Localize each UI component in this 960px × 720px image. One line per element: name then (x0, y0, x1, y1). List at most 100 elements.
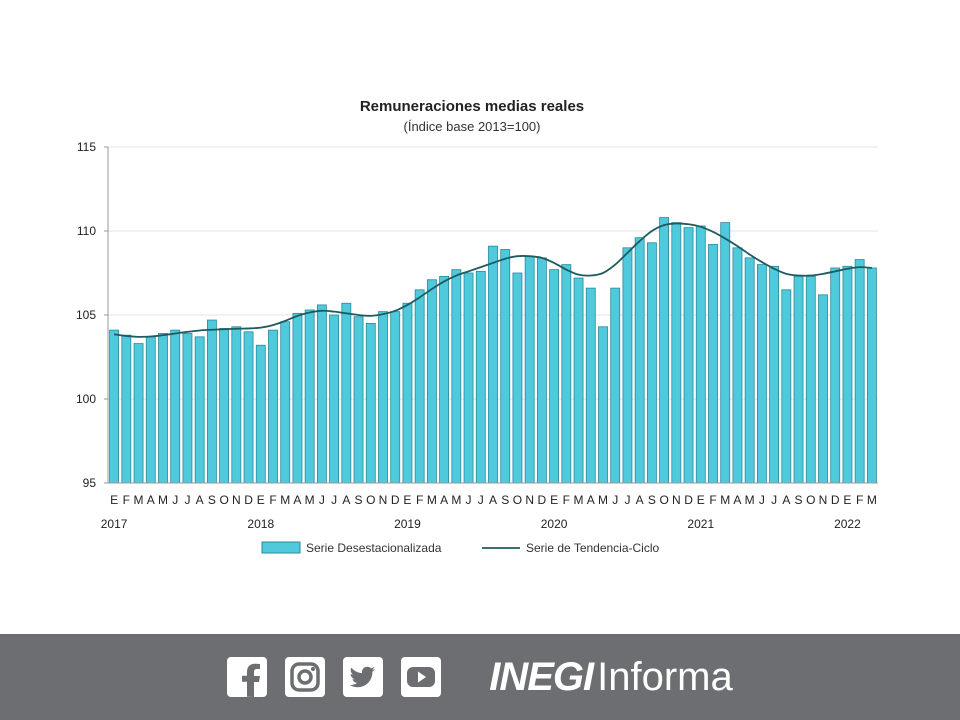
x-tick-label: N (672, 493, 681, 507)
instagram-icon[interactable] (285, 657, 326, 697)
bar (598, 326, 608, 484)
x-tick-label: M (134, 493, 144, 507)
x-tick-label: E (403, 493, 411, 507)
bar (622, 247, 633, 484)
bar (512, 272, 523, 484)
bar (158, 333, 168, 484)
bar (708, 244, 718, 484)
bar (231, 326, 242, 484)
x-tick-label: A (489, 493, 497, 507)
x-tick-label: A (147, 493, 155, 507)
bar (634, 237, 645, 484)
x-tick-label: A (733, 493, 741, 507)
footer-bar: INEGI Informa (0, 634, 960, 720)
x-tick-label: S (795, 493, 803, 507)
chart-subtitle: (Índice base 2013=100) (404, 119, 541, 134)
bar (304, 309, 315, 484)
year-label: 2020 (541, 517, 568, 531)
year-label: 2018 (247, 517, 274, 531)
bar (194, 336, 205, 484)
x-tick-label: A (782, 493, 790, 507)
x-tick-label: J (759, 493, 765, 507)
x-tick-label: F (123, 493, 130, 507)
bar-layer (109, 217, 877, 484)
bar (219, 328, 230, 484)
bar (830, 267, 841, 484)
x-tick-label: S (208, 493, 216, 507)
trend-line (113, 222, 872, 338)
x-tick-label: N (232, 493, 241, 507)
bar (182, 333, 193, 484)
legend-label-bars: Serie Desestacionalizada (306, 541, 442, 555)
bar (646, 242, 657, 484)
bar (268, 329, 278, 484)
inegi-informa-logo: INEGI Informa (489, 655, 733, 700)
x-tick-label: J (771, 493, 777, 507)
youtube-icon[interactable] (401, 657, 442, 697)
x-tick-label: M (598, 493, 608, 507)
bar (805, 275, 816, 484)
bar (720, 222, 731, 484)
bar (243, 331, 254, 484)
bar (854, 259, 865, 484)
chart-title: Remuneraciones medias reales (360, 98, 584, 115)
x-tick-label: D (244, 493, 253, 507)
bar (365, 322, 376, 484)
x-tick-label: J (172, 493, 178, 507)
bar (695, 225, 706, 484)
bar (781, 289, 792, 484)
bar (769, 265, 780, 484)
x-tick-label: O (806, 493, 815, 507)
bar (255, 344, 266, 484)
bar (206, 319, 217, 484)
bar (133, 343, 144, 484)
x-tick-label: M (867, 493, 877, 507)
legend-bar-swatch (261, 541, 301, 554)
y-tick-label: 110 (77, 224, 96, 238)
bar (353, 316, 364, 484)
bar (793, 275, 804, 484)
chart-area: 95 100 105 110 115 E F M A M J J A S O N D E F M A M J J A S O N D E F… (76, 98, 878, 555)
legend-label-line: Serie de Tendencia-Ciclo (526, 541, 660, 555)
bar (145, 336, 156, 484)
facebook-icon[interactable] (227, 657, 268, 697)
twitter-icon[interactable] (343, 657, 384, 697)
year-label: 2021 (687, 517, 714, 531)
bar (524, 255, 535, 484)
x-tick-label: M (451, 493, 461, 507)
x-tick-label: J (319, 493, 325, 507)
x-tick-label: S (648, 493, 656, 507)
bar (866, 267, 877, 484)
x-tick-label: M (427, 493, 437, 507)
bar (378, 311, 388, 484)
bar (341, 302, 352, 484)
bar (744, 257, 755, 484)
x-tick-label: J (466, 493, 472, 507)
bar (536, 257, 547, 484)
bar (610, 287, 621, 484)
x-tick-label: A (636, 493, 644, 507)
x-tick-label: M (305, 493, 315, 507)
x-tick-label: A (342, 493, 350, 507)
bar (659, 217, 670, 484)
x-tick-label: O (659, 493, 668, 507)
x-tick-label: J (184, 493, 190, 507)
bar (292, 312, 303, 484)
x-tick-label: J (612, 493, 618, 507)
x-tick-label: O (219, 493, 228, 507)
bar (842, 265, 853, 484)
bar (463, 272, 474, 484)
x-tick-label: N (379, 493, 388, 507)
year-label: 2019 (394, 517, 421, 531)
bar (549, 269, 560, 484)
x-tick-label: D (684, 493, 693, 507)
x-tick-label: D (538, 493, 547, 507)
x-tick-label: E (257, 493, 265, 507)
x-tick-label: D (831, 493, 840, 507)
x-tick-label: S (501, 493, 509, 507)
bar (390, 311, 401, 484)
legend: Serie Desestacionalizada Serie de Tenden… (261, 541, 660, 555)
x-tick-label: N (525, 493, 534, 507)
